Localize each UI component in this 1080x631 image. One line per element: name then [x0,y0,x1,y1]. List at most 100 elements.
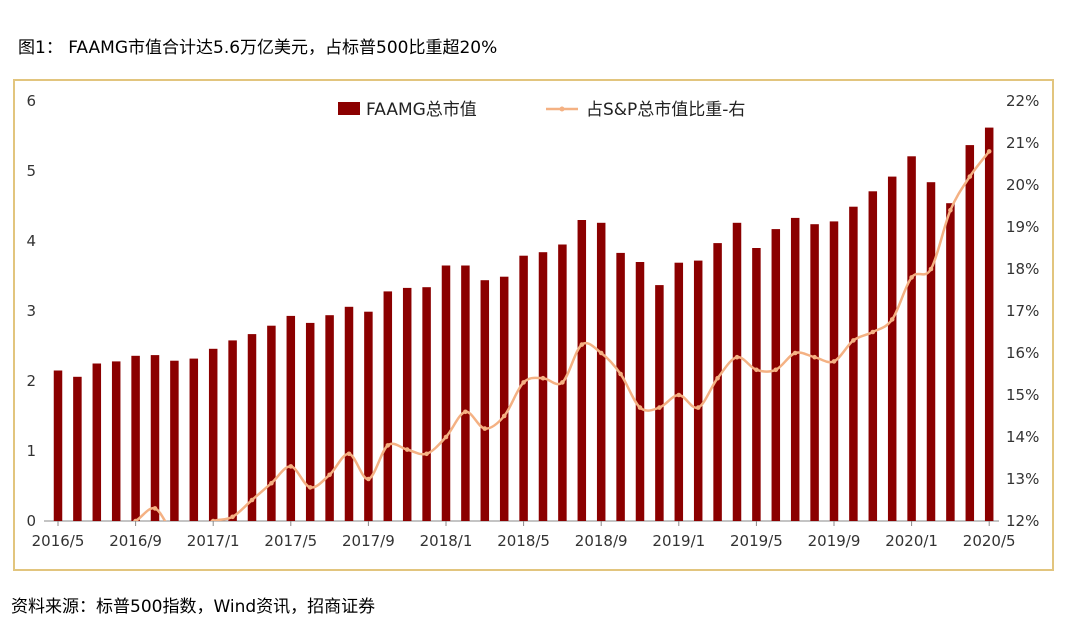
bar [480,280,490,521]
line-point [715,375,720,381]
line-point [831,359,837,364]
bar [790,217,800,521]
y-right-tick-label: 15% [1006,386,1039,404]
bar [325,315,334,521]
bar [635,262,645,521]
bar [150,355,160,521]
bar [111,361,121,521]
line-point [172,531,177,536]
chart-title: 图1： FAAMG市值合计达5.6万亿美元，占标普500比重超20% [18,38,498,58]
y-left-tick-label: 6 [26,92,36,110]
line-series [95,149,992,536]
bar [732,222,742,522]
source-note: 资料来源：标普500指数，Wind资讯，招商证券 [11,597,376,617]
bar [674,262,684,521]
line-point [346,451,352,457]
line-point [773,367,779,373]
x-tick-label: 2020/1 [885,532,938,550]
bar [616,252,625,521]
line-point [95,531,100,536]
line-point [521,380,526,385]
line-point [967,174,973,179]
bar [965,145,975,521]
bar [771,229,781,521]
line-point [812,354,817,360]
bar [170,360,179,521]
bar [131,355,140,521]
bar [344,306,354,521]
line-point [637,405,643,410]
y-left-tick-label: 2 [26,372,36,390]
line-point [192,527,197,532]
bar [907,156,916,522]
line-point [230,514,235,520]
x-tick-label: 2019/9 [808,532,861,550]
line-point [598,350,604,356]
y-axis-right: 12% 13% 14% 15% 16% 17% 18% 19% 20% 21% 22% [1006,92,1039,530]
y-left-tick-label: 3 [26,302,36,320]
bar [849,206,858,521]
line-point [695,405,701,410]
line-point [792,350,798,356]
line-point [540,375,546,381]
y-right-tick-label: 13% [1006,470,1039,488]
legend-bar-swatch [338,102,360,115]
y-right-tick-label: 22% [1006,92,1039,110]
y-axis-left: 0 1 2 3 4 5 6 [26,92,36,530]
line-point [463,409,468,415]
legend-line-marker [559,106,565,112]
x-tick-label: 2018/9 [575,532,628,550]
bar [596,222,606,522]
bar [441,265,451,521]
bar [926,182,936,521]
line-point [851,338,856,343]
bar [305,322,315,521]
bar [752,248,761,521]
y-right-tick-label: 16% [1006,344,1039,362]
line-point [618,371,623,377]
y-left-tick-label: 5 [26,162,36,180]
line-point [579,342,585,347]
bar [887,176,897,521]
legend-line-label: 占S&P总市值比重-右 [586,100,745,120]
line-point [114,527,119,532]
line-point [385,443,391,448]
bar [461,265,470,521]
legend: FAAMG总市值 占S&P总市值比重-右 [338,100,745,120]
line-point [424,451,429,457]
y-left-tick-label: 0 [26,512,36,530]
bar [713,243,722,521]
y-right-tick-label: 21% [1006,134,1039,152]
x-tick-label: 2018/5 [497,532,550,550]
y-right-tick-label: 17% [1006,302,1039,320]
bar [499,276,509,521]
line-point [986,149,992,154]
bar [247,334,257,521]
y-right-tick-label: 20% [1006,176,1039,194]
line-point [133,518,138,521]
bar [946,203,955,521]
bar [402,287,412,521]
line-point [870,329,876,335]
x-tick-label: 2017/9 [342,532,395,550]
x-tick-label: 2016/9 [109,532,162,550]
bar [208,348,218,521]
bar [810,224,819,521]
line-point [734,354,740,360]
y-right-tick-label: 19% [1006,218,1039,236]
bar [73,376,82,521]
x-tick-label: 2020/5 [963,532,1016,550]
x-tick-label: 2019/5 [730,532,783,550]
bar [693,260,703,521]
bar [286,315,296,521]
x-tick-label: 2016/5 [32,532,85,550]
line-point [307,485,313,490]
bar [53,370,63,521]
y-right-tick-label: 18% [1006,260,1039,278]
line-point [928,266,934,272]
x-axis: 2016/5 2016/9 2017/1 2017/5 2017/9 2018/1 2018… [32,521,1016,550]
line-point [948,207,953,213]
chart-frame [13,79,1054,571]
line-point [366,476,371,482]
